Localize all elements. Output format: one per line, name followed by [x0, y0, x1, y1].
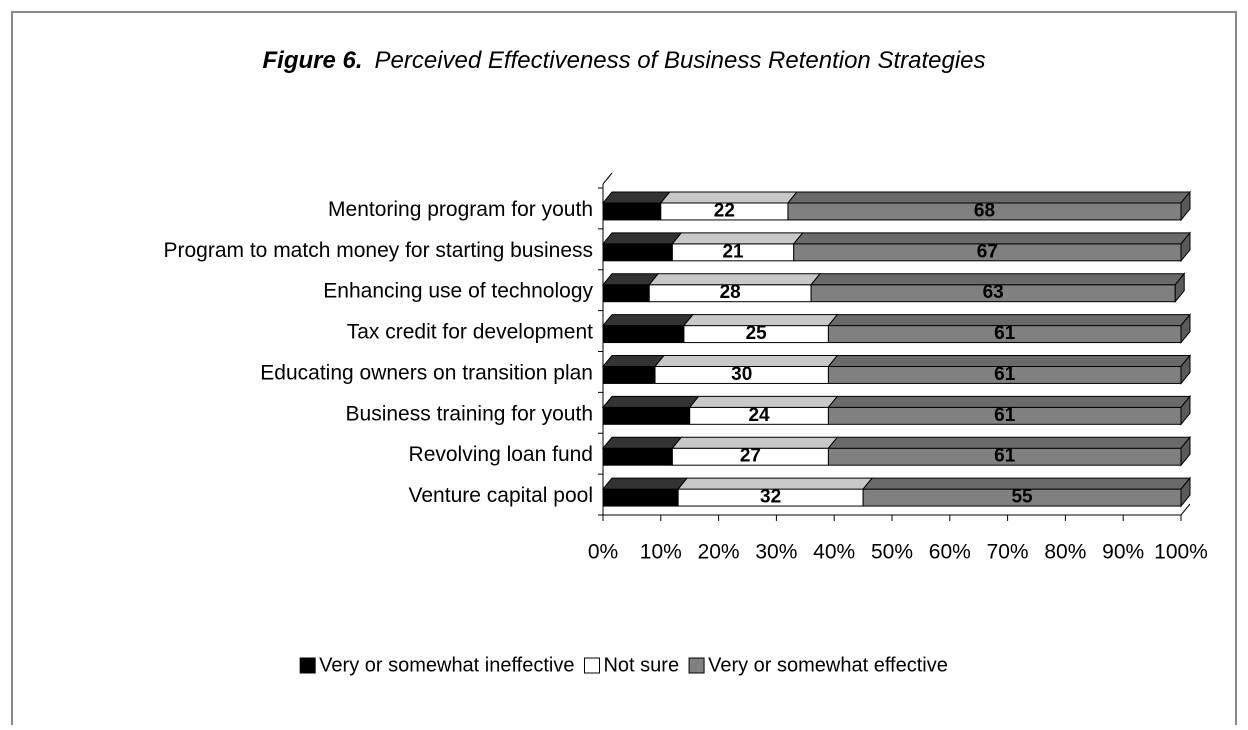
data-label: 61 [994, 323, 1016, 344]
data-label: 30 [731, 364, 752, 385]
x-tick-label: 30% [755, 541, 797, 564]
x-tick-label: 10% [640, 541, 682, 564]
bar-end [1180, 313, 1191, 344]
data-label: 14 [633, 323, 655, 344]
data-label: 24 [748, 405, 770, 426]
category-label: Tax credit for development [347, 321, 593, 344]
legend-swatch [688, 657, 705, 674]
legend-swatch [299, 657, 316, 674]
frame [11, 11, 1237, 725]
legend-swatch [583, 657, 600, 674]
legend-label: Very or somewhat effective [708, 654, 948, 676]
legend-label: Not sure [603, 654, 679, 676]
data-label: 68 [974, 200, 995, 221]
data-label: 55 [1011, 487, 1033, 508]
legend-label: Very or somewhat ineffective [319, 654, 574, 676]
bar-end [1180, 476, 1191, 508]
x-tick-label: 80% [1044, 541, 1086, 564]
x-tick-label: 0% [588, 541, 618, 564]
x-tick-label: 90% [1102, 541, 1144, 564]
data-label: 28 [720, 282, 741, 303]
bar-end [1180, 190, 1191, 222]
bar-end [1174, 272, 1185, 304]
data-label: 61 [994, 446, 1016, 467]
data-label: 13 [630, 487, 651, 508]
title-group: Figure 6. Perceived Effectiveness of Busi… [262, 47, 985, 74]
bar-end [1180, 435, 1191, 467]
category-label: Enhancing use of technology [323, 280, 593, 303]
data-label: 8 [621, 282, 632, 303]
data-label: 67 [977, 241, 998, 262]
data-label: 27 [740, 446, 761, 467]
category-label: Revolving loan fund [409, 443, 593, 466]
category-label: Venture capital pool [409, 484, 593, 507]
data-label: 15 [636, 405, 658, 426]
x-tick-label: 70% [987, 541, 1029, 564]
bar-end [1180, 394, 1191, 426]
x-axis-depth [1180, 503, 1191, 516]
data-label: 63 [983, 282, 1004, 303]
data-label: 61 [994, 364, 1016, 385]
data-label: 25 [746, 323, 768, 344]
x-tick-label: 40% [813, 541, 855, 564]
x-tick-label: 20% [698, 541, 740, 564]
category-label: Program to match money for starting busi… [163, 239, 593, 262]
data-label: 12 [627, 446, 648, 467]
data-label: 10 [621, 200, 642, 221]
data-label: 22 [714, 200, 735, 221]
bar-end [1180, 231, 1191, 263]
category-label: Mentoring program for youth [328, 198, 593, 221]
x-tick-label: 50% [871, 541, 913, 564]
data-label: 21 [722, 241, 744, 262]
data-label: 32 [760, 487, 781, 508]
category-label: Business training for youth [346, 402, 593, 425]
chart-title: Perceived Effectiveness of Business Rete… [375, 47, 986, 74]
y-axis-depth [602, 172, 613, 185]
figure-label: Figure 6. [262, 47, 362, 74]
bar-end [1180, 354, 1191, 385]
data-label: 12 [627, 241, 648, 262]
category-label: Educating owners on transition plan [260, 361, 593, 384]
data-label: 9 [624, 364, 635, 385]
x-tick-label: 60% [929, 541, 971, 564]
x-tick-label: 100% [1154, 541, 1208, 564]
data-label: 61 [994, 405, 1016, 426]
